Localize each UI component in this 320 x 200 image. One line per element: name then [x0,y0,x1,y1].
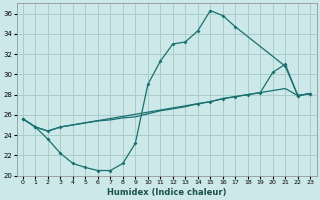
X-axis label: Humidex (Indice chaleur): Humidex (Indice chaleur) [107,188,226,197]
